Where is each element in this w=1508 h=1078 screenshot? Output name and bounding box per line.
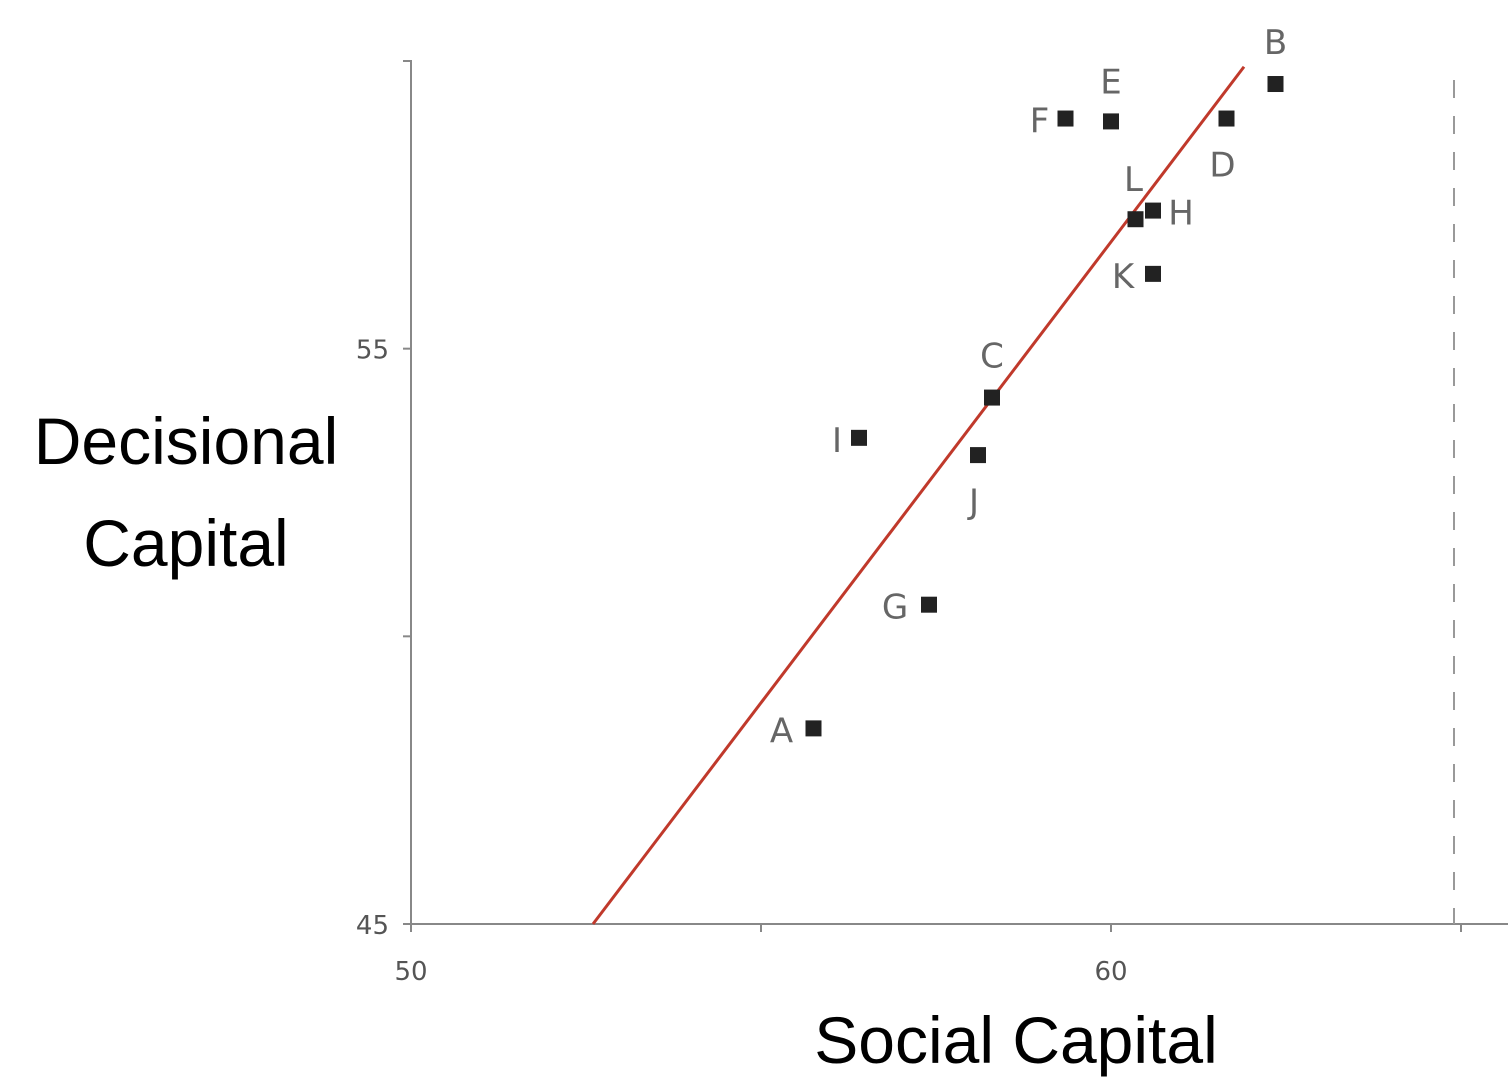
x-tick-label: 50 xyxy=(394,957,427,987)
point-marker-d xyxy=(1218,110,1235,127)
point-marker-c xyxy=(984,389,1000,406)
y-axis-title-line2: Capital xyxy=(83,506,288,580)
point-label-b: B xyxy=(1264,23,1287,63)
point-marker-l xyxy=(1127,211,1144,228)
point-label-f: F xyxy=(1030,102,1050,142)
point-marker-j xyxy=(970,447,986,464)
point-marker-i xyxy=(851,429,867,446)
axis-ticks xyxy=(403,60,1462,932)
point-label-i: I xyxy=(832,421,842,461)
point-label-j: J xyxy=(967,482,979,522)
point-marker-k xyxy=(1145,265,1161,282)
point-labels: A B C D E F G H I J K L xyxy=(770,23,1287,751)
y-tick-label: 45 xyxy=(356,911,389,941)
point-label-k: K xyxy=(1112,257,1136,297)
point-marker-b xyxy=(1267,76,1284,93)
trendline xyxy=(591,65,1246,925)
point-label-e: E xyxy=(1100,62,1121,102)
point-label-d: D xyxy=(1209,146,1235,186)
y-axis-title-line1: Decisional xyxy=(34,404,338,478)
point-marker-f xyxy=(1057,110,1074,127)
point-label-g: G xyxy=(882,588,908,628)
x-tick-label: 60 xyxy=(1094,957,1127,987)
point-label-h: H xyxy=(1168,194,1194,234)
point-marker-a xyxy=(805,720,822,737)
point-marker-g xyxy=(921,596,937,613)
point-marker-e xyxy=(1103,113,1119,130)
x-axis-title: Social Capital xyxy=(814,1003,1218,1077)
point-label-l: L xyxy=(1124,160,1143,200)
tick-labels: 45 55 50 60 xyxy=(356,336,1128,987)
point-marker-h xyxy=(1145,202,1161,219)
point-label-a: A xyxy=(770,711,793,751)
data-points xyxy=(805,76,1284,737)
point-label-c: C xyxy=(980,337,1004,377)
y-tick-label: 55 xyxy=(356,336,389,366)
